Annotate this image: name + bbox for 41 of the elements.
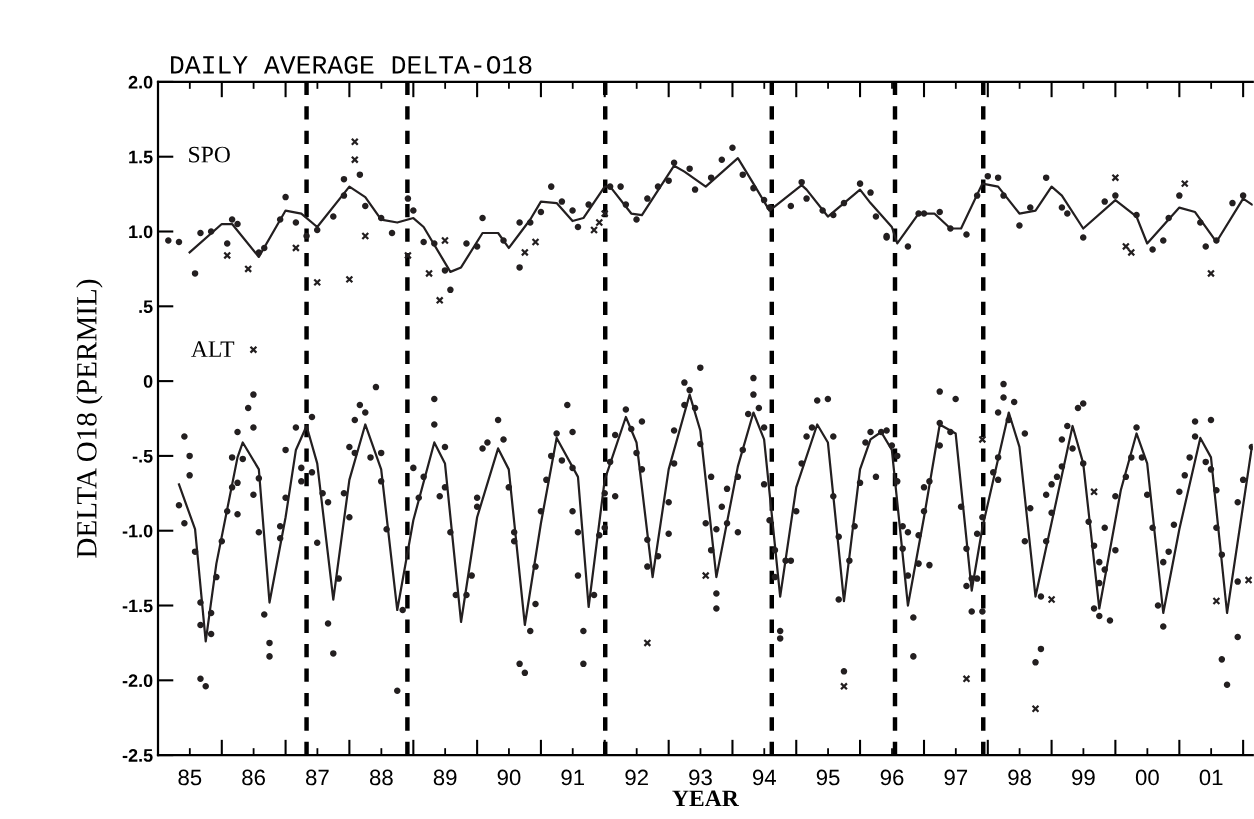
point: [403, 251, 412, 260]
y-tick-label: -2.0: [122, 674, 153, 688]
x-tick-label: 98: [1008, 769, 1031, 786]
point: [350, 137, 359, 146]
x-tick-label: 00: [1135, 769, 1159, 786]
y-tick-label: 1.5: [129, 150, 153, 164]
point: [425, 269, 434, 278]
x-tick-label: 01: [1199, 769, 1223, 786]
x-tick-label: 88: [369, 769, 393, 786]
annotation: ALT: [191, 341, 235, 357]
x-tick-label: 85: [178, 769, 202, 786]
x-tick-label: 91: [561, 769, 584, 786]
point: [1206, 269, 1216, 278]
x-tick-label: 87: [306, 769, 329, 786]
x-tick-label: 86: [242, 769, 265, 786]
y-tick-label: -2.5: [122, 749, 153, 762]
point: [531, 237, 540, 247]
y-tick-label: -1.0: [122, 524, 153, 538]
x-tick-label: 92: [625, 769, 648, 786]
y-tick-label: 1.0: [129, 225, 153, 239]
x-tick-label: 89: [433, 769, 457, 786]
point: [643, 638, 652, 647]
x-axis-title: YEAR: [672, 790, 740, 807]
y-tick-label: -.5: [132, 450, 153, 463]
y-axis-title: DELTA O18 (PERMIL): [76, 279, 103, 558]
annotation: SPO: [189, 146, 230, 163]
x-tick-label: 96: [880, 769, 904, 786]
y-tick-label: .5: [139, 300, 153, 314]
point: [1244, 576, 1253, 585]
y-tick-label: 0: [143, 375, 153, 388]
point: [350, 155, 359, 164]
x-tick-label: 94: [752, 769, 776, 786]
x-tick-label: 95: [816, 769, 840, 786]
x-tick-label: 99: [1072, 769, 1095, 786]
x-tick-label: 93: [689, 769, 712, 786]
y-tick-label: -1.5: [122, 599, 153, 613]
x-tick-label: 90: [497, 769, 521, 786]
y-tick-label: 2.0: [128, 75, 153, 89]
point: [440, 236, 450, 245]
chart-title: DAILY AVERAGE DELTA-O18: [171, 55, 532, 74]
x-tick-label: 97: [944, 769, 968, 786]
